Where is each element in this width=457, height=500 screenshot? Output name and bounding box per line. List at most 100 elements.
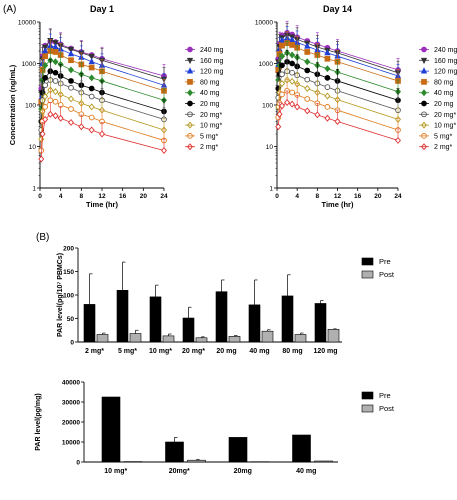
- legend-marker: [186, 67, 194, 74]
- data-point: [324, 65, 331, 73]
- x-tick-label: 12: [334, 193, 342, 200]
- legend-label: 20 mg: [434, 101, 454, 108]
- data-point: [47, 97, 54, 104]
- x-tick-label: 16: [354, 193, 362, 200]
- legend-label: Post: [379, 404, 395, 413]
- data-point: [39, 130, 46, 138]
- legend-label: 160 mg: [434, 58, 457, 65]
- data-point: [304, 84, 311, 92]
- data-point: [324, 49, 331, 56]
- x-tick-label: 0: [275, 193, 279, 200]
- y-tick-label: 10: [29, 144, 37, 151]
- data-point: [42, 115, 49, 123]
- legend-label: Pre: [379, 257, 391, 266]
- data-point: [68, 78, 74, 84]
- y-axis-label: Concentration (ng/mL): [8, 64, 17, 145]
- data-point: [47, 110, 54, 118]
- x-tick-label: 4: [59, 193, 63, 200]
- data-point: [324, 55, 331, 62]
- data-point: [324, 92, 331, 100]
- bar-post: [327, 329, 340, 343]
- bar-post: [162, 335, 175, 343]
- data-point: [68, 84, 74, 91]
- data-point: [52, 88, 59, 96]
- data-point: [52, 98, 59, 105]
- data-point: [68, 66, 74, 74]
- data-point: [88, 114, 95, 121]
- bar-post: [261, 330, 274, 343]
- data-point: [289, 100, 296, 108]
- y-axis-label: PAR level(pg/10⁷ PBMCs): [57, 253, 64, 337]
- data-point: [276, 110, 283, 118]
- x-tick-label: 10 mg*: [104, 468, 127, 475]
- bar-pre: [292, 434, 311, 463]
- bar-pre: [165, 441, 184, 463]
- x-tick-label: 12: [98, 193, 106, 200]
- data-point: [161, 147, 167, 155]
- panel-label-a: (A): [3, 4, 16, 15]
- y-tick-label: 10000: [255, 20, 273, 27]
- series-9: [38, 102, 167, 163]
- data-point: [68, 57, 74, 64]
- x-tick-label: 20: [374, 193, 382, 200]
- y-tick-label: 100: [63, 293, 74, 300]
- y-tick-label: 10000: [62, 440, 80, 447]
- legend-label: 80 mg: [434, 79, 454, 86]
- data-point: [304, 67, 311, 74]
- legend-label: 80 mg: [200, 79, 220, 86]
- data-point: [324, 104, 331, 110]
- x-tick-label: 2 mg*: [85, 348, 104, 355]
- legend-label: 10 mg*: [434, 123, 456, 130]
- data-point: [52, 69, 59, 76]
- data-point: [68, 95, 74, 103]
- chart-title: Day 14: [323, 4, 352, 14]
- legend-label: Pre: [379, 391, 391, 400]
- x-tick-label: 120 mg: [313, 348, 337, 355]
- data-point: [78, 123, 85, 131]
- data-point: [289, 60, 295, 67]
- x-tick-label: 20mg*: [169, 468, 190, 475]
- bar-pre: [101, 396, 121, 463]
- x-tick-label: 20 mg*: [182, 348, 205, 355]
- bar-pre: [228, 437, 248, 463]
- legend-swatch: [361, 404, 374, 413]
- y-tick-label: 1: [32, 186, 36, 193]
- data-point: [88, 53, 95, 60]
- data-point: [99, 130, 105, 138]
- y-tick-label: 100: [262, 103, 273, 110]
- data-point: [42, 104, 49, 110]
- y-tick-label: 30000: [62, 400, 80, 407]
- bar-pre: [149, 296, 162, 343]
- data-point: [294, 103, 301, 111]
- y-tick-label: 50: [67, 316, 75, 323]
- series-9: [275, 90, 401, 144]
- legend-label: Post: [379, 270, 395, 279]
- x-tick-label: 20mg: [234, 468, 252, 475]
- x-tick-label: 5 mg*: [118, 348, 137, 355]
- data-point: [304, 76, 311, 83]
- legend-label: 2 mg*: [434, 144, 453, 151]
- y-tick-label: 20000: [62, 420, 80, 427]
- bar-pre: [83, 304, 96, 343]
- data-point: [88, 57, 95, 65]
- data-point: [279, 62, 285, 69]
- data-point: [304, 96, 311, 102]
- data-point: [88, 103, 95, 111]
- bar-pre: [248, 304, 261, 343]
- y-tick-label: 1: [269, 186, 273, 193]
- data-point: [42, 82, 49, 89]
- data-point: [279, 91, 285, 98]
- legend-label: 10 mg*: [200, 123, 222, 130]
- legend-label: 120 mg: [200, 69, 223, 76]
- data-point: [275, 123, 282, 131]
- data-point: [279, 102, 286, 110]
- legend-marker: [420, 67, 428, 74]
- chart-title: Day 1: [90, 4, 114, 14]
- data-point: [284, 98, 291, 106]
- x-tick-label: 40 mg: [296, 468, 316, 475]
- y-tick-label: 100: [25, 103, 36, 110]
- x-tick-label: 20 mg: [216, 348, 236, 355]
- data-point: [289, 77, 296, 85]
- data-point: [304, 107, 311, 115]
